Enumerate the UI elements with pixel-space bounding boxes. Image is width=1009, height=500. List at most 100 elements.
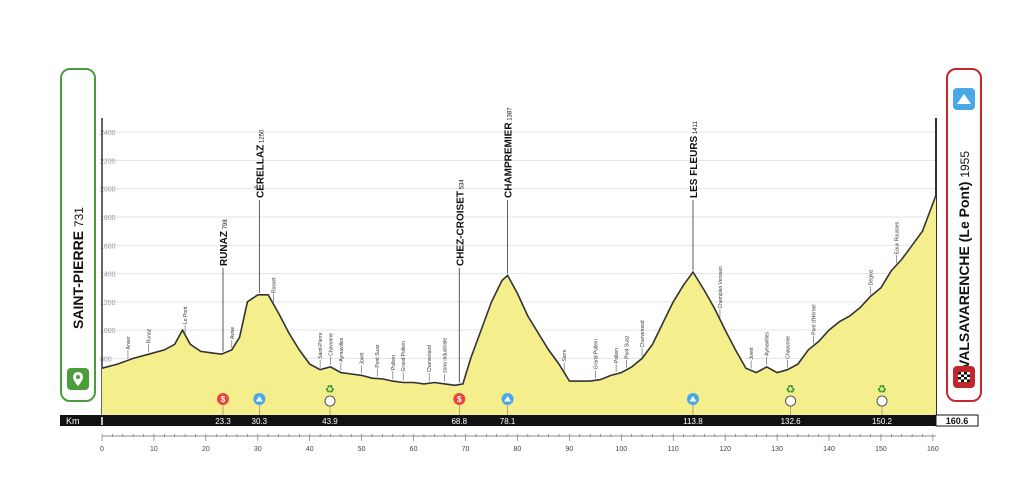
locality-label: Pollein	[391, 355, 397, 370]
x-tick-label: 130	[771, 446, 783, 453]
locality-label: Avise	[230, 327, 236, 339]
profile-area	[102, 195, 936, 415]
y-tick-label: 800	[100, 356, 112, 363]
total-distance: 160.6	[946, 416, 969, 426]
locality-label: Charvensod	[427, 345, 433, 372]
sprint-icon-glyph: $	[221, 395, 226, 404]
km-bar	[60, 415, 936, 426]
locality-label: Chavonne	[785, 336, 791, 359]
total-distance-box	[935, 414, 979, 427]
recycle-icon: ♻	[325, 383, 335, 396]
km-label: Km	[66, 416, 80, 426]
summit-altitude: 798	[223, 219, 229, 231]
locality-label: Pollein	[614, 348, 620, 363]
x-tick-label: 40	[306, 446, 314, 453]
y-tick-label: 1200	[100, 300, 116, 307]
finish-flag-icon	[953, 366, 975, 388]
marker-km-label: 68.8	[451, 417, 467, 426]
x-tick-label: 160	[927, 446, 939, 453]
y-tick-label: 2200	[100, 158, 116, 165]
summit-altitude: 1411	[693, 121, 699, 136]
x-tick-label: 100	[615, 446, 627, 453]
marker-km-label: 150.2	[872, 417, 893, 426]
summit-label: CHEZ-CROISET 534	[455, 179, 466, 266]
locality-label: Le Pont	[183, 306, 189, 324]
summit-icon	[953, 88, 975, 110]
locality-label: Champlan Verssan	[718, 266, 724, 308]
locality-label: Grand Pollein	[401, 341, 407, 372]
feed-zone-icon	[785, 395, 796, 407]
locality-label: Jovet	[360, 352, 366, 365]
locality-label: Rosset	[271, 277, 277, 293]
summit-altitude: 1250	[259, 129, 265, 145]
locality-label: Saint-Pierre	[318, 332, 324, 359]
sprint-icon	[216, 393, 229, 405]
summit-label: CHAMPREMIER 1387	[504, 107, 515, 198]
x-tick-label: 60	[410, 446, 418, 453]
summit-name: RUNAZ	[219, 231, 230, 266]
locality-label: zona industriale	[443, 338, 449, 373]
locality-label: Runaz	[147, 328, 153, 343]
marker-km-label: 23.3	[215, 417, 231, 426]
x-tick-label: 120	[719, 446, 731, 453]
x-tick-label: 10	[150, 446, 158, 453]
locality-label: Aymavilles	[765, 332, 771, 356]
summit-name: LES FLEURS	[689, 135, 700, 198]
locality-label: Pont Suaz	[375, 344, 381, 368]
summit-altitude: 1387	[508, 107, 514, 123]
location-pin-icon	[67, 368, 89, 390]
finish-panel: VALSAVARENCHE (Le Pont) 1955	[946, 68, 982, 402]
summit-altitude: 534	[459, 179, 465, 191]
locality-label: Jovet	[749, 347, 755, 360]
summit-label: CÉRELLAZ 1250	[253, 129, 266, 198]
locality-label: Grand Pollein	[593, 339, 599, 370]
x-tick-label: 80	[514, 446, 522, 453]
climb-icon-glyph	[689, 396, 697, 402]
y-tick-label: 1000	[100, 328, 116, 335]
start-altitude: 731	[72, 207, 86, 228]
locality-label: Dégioz	[869, 269, 875, 285]
y-tick-label: 2400	[100, 130, 116, 137]
feed-zone-icon	[324, 395, 336, 407]
y-tick-label: 2000	[100, 187, 116, 194]
sprint-icon	[453, 393, 466, 405]
locality-label: Sarre	[562, 349, 568, 361]
marker-km-label: 78.1	[500, 417, 516, 426]
locality-label: Pont d'Hérnel	[811, 305, 817, 335]
start-name: SAINT-PIERRE	[70, 230, 86, 329]
x-tick-label: 50	[358, 446, 366, 453]
sprint-icon-glyph: $	[457, 395, 462, 404]
x-tick-label: 150	[875, 446, 887, 453]
x-tick-label: 140	[823, 446, 835, 453]
marker-km-label: 30.3	[252, 417, 268, 426]
x-tick-label: 0	[100, 446, 104, 453]
marker-km-label: 43.9	[322, 417, 338, 426]
x-tick-label: 20	[202, 446, 210, 453]
finish-name: VALSAVARENCHE (Le Pont)	[956, 181, 972, 370]
locality-label: Eaux Rousses	[895, 221, 901, 254]
recycle-icon: ♻	[786, 383, 796, 396]
feed-zone-icon	[876, 395, 888, 407]
start-panel: SAINT-PIERRE 731	[60, 68, 96, 402]
x-tick-label: 70	[462, 446, 470, 453]
y-tick-label: 1600	[100, 243, 116, 250]
locality-label: Aymavilles	[339, 337, 345, 361]
locality-label: Arvier	[126, 336, 132, 349]
y-tick-label: 1400	[100, 272, 116, 279]
climb-icon-glyph	[255, 396, 263, 402]
climb-icon-glyph	[504, 396, 512, 402]
finish-label: VALSAVARENCHE (Le Pont) 1955	[956, 151, 972, 369]
y-tick-label: 1800	[100, 215, 116, 222]
marker-km-label: 132.6	[781, 417, 802, 426]
x-tick-label: 90	[565, 446, 573, 453]
x-tick-label: 30	[254, 446, 262, 453]
finish-altitude: 1955	[958, 150, 972, 178]
summit-label: RUNAZ 798	[219, 219, 230, 266]
marker-km-label: 113.8	[683, 417, 703, 426]
locality-label: Chavonne	[328, 333, 334, 356]
profile-line	[101, 194, 937, 387]
locality-label: Pont Suaz	[624, 335, 630, 359]
x-tick-label: 110	[668, 446, 679, 453]
